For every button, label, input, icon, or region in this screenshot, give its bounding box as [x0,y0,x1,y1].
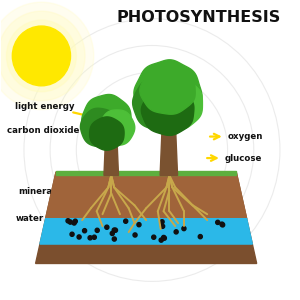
Text: carbon dioxide: carbon dioxide [7,126,79,135]
Circle shape [73,219,77,223]
Circle shape [162,236,167,240]
Circle shape [113,228,118,232]
Polygon shape [80,108,119,147]
Circle shape [159,238,163,242]
Polygon shape [140,66,195,114]
Circle shape [88,236,92,240]
Circle shape [220,222,224,226]
Polygon shape [36,172,257,263]
Circle shape [160,220,164,224]
Polygon shape [46,172,247,219]
Polygon shape [153,78,202,129]
Circle shape [133,233,137,237]
Circle shape [95,228,99,233]
Circle shape [152,235,156,239]
Circle shape [182,226,186,231]
Circle shape [105,225,109,229]
Polygon shape [99,110,135,145]
Polygon shape [141,87,194,135]
Circle shape [174,230,178,234]
Circle shape [7,20,76,92]
Circle shape [77,235,81,239]
Text: water: water [15,214,44,223]
Text: light energy: light energy [15,102,75,111]
Polygon shape [104,141,118,176]
Circle shape [160,224,165,228]
Circle shape [198,235,202,239]
Circle shape [12,26,70,86]
Circle shape [110,231,114,236]
Circle shape [124,219,128,223]
Text: minerals: minerals [18,187,60,196]
Polygon shape [134,60,202,130]
Circle shape [112,237,116,241]
Polygon shape [160,120,178,176]
Circle shape [72,221,76,225]
Text: PHOTOSYNTHESIS: PHOTOSYNTHESIS [116,10,280,25]
Circle shape [220,223,225,227]
Polygon shape [133,77,185,131]
Circle shape [68,220,72,224]
Polygon shape [40,219,252,244]
Polygon shape [82,94,131,146]
Circle shape [112,228,116,232]
Circle shape [162,236,166,240]
Circle shape [0,2,94,110]
Circle shape [82,229,87,233]
Polygon shape [90,117,124,150]
Circle shape [92,235,96,239]
Polygon shape [56,171,236,175]
Circle shape [0,11,85,101]
Text: oxygen: oxygen [228,132,263,141]
Text: glucose: glucose [225,154,262,164]
Circle shape [216,220,220,224]
Circle shape [66,219,70,223]
Circle shape [137,223,141,227]
Circle shape [70,232,74,236]
